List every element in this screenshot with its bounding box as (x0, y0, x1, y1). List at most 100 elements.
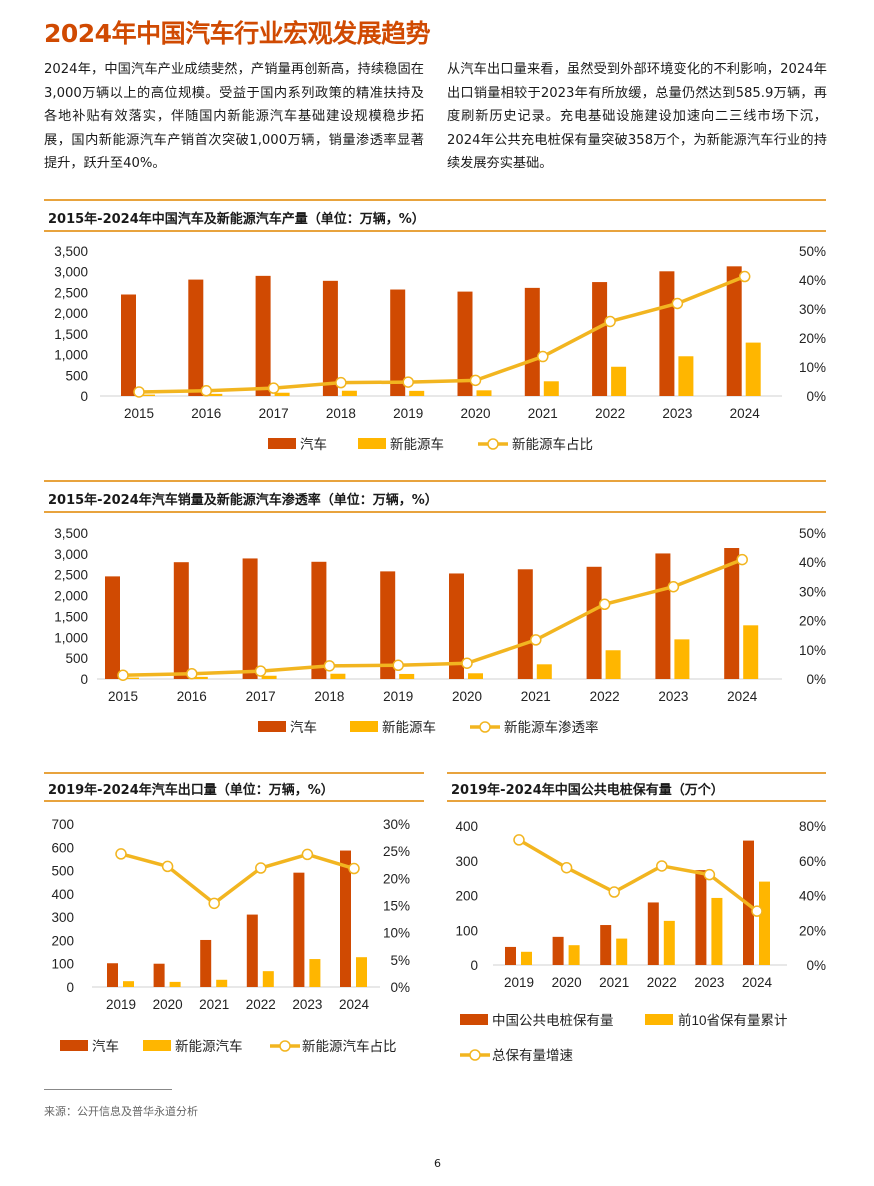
bar-secondary (356, 957, 367, 987)
bar-secondary (611, 366, 627, 396)
right-axis-tick-label: 50% (799, 244, 826, 259)
right-axis-tick-label: 10% (799, 643, 826, 658)
bar-secondary (262, 971, 274, 987)
left-axis-tick-label: 600 (51, 840, 74, 855)
left-axis-tick-label: 1,000 (54, 630, 88, 645)
line-point-marker (301, 848, 314, 861)
legend-label: 总保有量增速 (492, 1048, 573, 1063)
line-point-marker (530, 634, 542, 646)
intro-paragraph-left: 2024年，中国汽车产业成绩斐然，产销量再创新高，持续稳固在3,000万辆以上的… (44, 62, 424, 171)
intro-paragraph-right: 从汽车出口量来看，虽然受到外部环境变化的不利影响，2024年出口销量相较于202… (447, 62, 827, 171)
left-axis-tick-label: 100 (51, 957, 74, 972)
line-point-marker (469, 374, 482, 387)
chart-title-sales: 2015年-2024年汽车销量及新能源汽车渗透率（单位：万辆，%） (44, 480, 826, 513)
line-point-marker (323, 660, 336, 672)
bar-primary (340, 850, 351, 987)
page-number: 6 (434, 1157, 441, 1170)
bar-primary (457, 291, 473, 396)
line-series (120, 852, 355, 906)
right-axis-tick-label: 40% (799, 273, 826, 288)
line-point-marker (608, 886, 620, 898)
line-point-marker (161, 860, 174, 873)
bar-primary (255, 275, 271, 396)
bar-secondary (543, 381, 559, 396)
legend-swatch (350, 721, 378, 732)
line-point-marker (200, 385, 213, 397)
line-point-marker (133, 386, 145, 398)
right-axis-tick-label: 20% (799, 331, 826, 346)
right-axis-tick-label: 25% (383, 844, 410, 859)
line-point-marker (461, 657, 473, 669)
left-axis-tick-label: 700 (51, 817, 74, 832)
right-axis-tick-label: 30% (799, 584, 826, 599)
right-axis-tick-label: 40% (799, 889, 826, 904)
footnote-divider (44, 1089, 172, 1090)
x-axis-tick-label: 2019 (393, 406, 423, 421)
x-axis-tick-label: 2020 (552, 975, 582, 990)
page-title: 2024年中国汽车行业宏观发展趋势 (44, 19, 431, 48)
source-note: 来源：公开信息及普华永道分析 (44, 1105, 198, 1118)
x-axis-tick-label: 2019 (383, 689, 413, 704)
bar-secondary (521, 951, 532, 965)
line-point-marker (751, 905, 763, 917)
right-axis-tick-label: 80% (799, 819, 826, 834)
x-axis-tick-label: 2017 (246, 689, 276, 704)
line-point-marker (537, 350, 549, 363)
legend-marker-icon (479, 721, 491, 733)
left-axis-tick-label: 0 (66, 980, 74, 995)
right-axis-tick-label: 10% (799, 360, 826, 375)
x-axis-tick-label: 2024 (727, 689, 758, 704)
line-point-marker (604, 315, 616, 328)
line-point-marker (703, 868, 716, 881)
left-axis-tick-label: 3,000 (54, 547, 88, 562)
x-axis-tick-label: 2021 (528, 406, 558, 421)
line-series (138, 274, 746, 394)
legend-label: 新能源车占比 (512, 436, 593, 452)
bar-secondary (678, 356, 694, 396)
line-series (518, 838, 759, 913)
line-series (122, 557, 743, 677)
bar-secondary (309, 959, 321, 987)
bar-secondary (674, 639, 690, 679)
bar-secondary (616, 938, 628, 965)
bar-secondary (341, 390, 357, 396)
right-axis-tick-label: 20% (799, 614, 826, 629)
legend-marker-icon (279, 1040, 291, 1052)
bar-secondary (711, 897, 723, 965)
bar-primary (105, 576, 120, 679)
right-axis-tick-label: 0% (806, 958, 826, 973)
bar-primary (724, 548, 740, 679)
right-axis-tick-label: 10% (383, 926, 410, 941)
left-axis-tick-label: 0 (470, 958, 478, 973)
x-axis-tick-label: 2018 (314, 689, 344, 704)
left-axis-tick-label: 1,500 (54, 609, 88, 624)
bar-secondary (261, 675, 277, 679)
x-axis-tick-label: 2024 (742, 975, 773, 990)
legend-swatch (143, 1040, 171, 1051)
line-point-marker (186, 667, 198, 680)
chart-title-charging-piles: 2019年-2024年中国公共电桩保有量（万个） (447, 772, 826, 802)
x-axis-tick-label: 2015 (124, 406, 154, 421)
right-axis-tick-label: 20% (799, 923, 826, 938)
line-point-marker (267, 382, 280, 394)
line-point-marker (513, 834, 525, 846)
x-axis-tick-label: 2023 (658, 689, 688, 704)
bar-secondary (476, 390, 492, 396)
x-axis-tick-label: 2016 (177, 689, 207, 704)
line-point-marker (598, 598, 611, 610)
bar-primary (600, 925, 612, 965)
legend-marker-icon (487, 438, 499, 450)
legend-swatch (645, 1014, 673, 1025)
right-axis-tick-label: 30% (383, 817, 410, 832)
line-point-marker (392, 659, 404, 672)
left-axis-tick-label: 1,000 (54, 348, 88, 363)
line-point-marker (560, 861, 573, 874)
bar-primary (153, 963, 165, 987)
bar-secondary (743, 625, 759, 679)
x-axis-tick-label: 2021 (521, 689, 551, 704)
bar-primary (655, 553, 671, 679)
x-axis-tick-label: 2023 (292, 997, 322, 1012)
bar-primary (107, 963, 118, 987)
line-point-marker (115, 848, 127, 860)
right-axis-tick-label: 50% (799, 526, 826, 541)
